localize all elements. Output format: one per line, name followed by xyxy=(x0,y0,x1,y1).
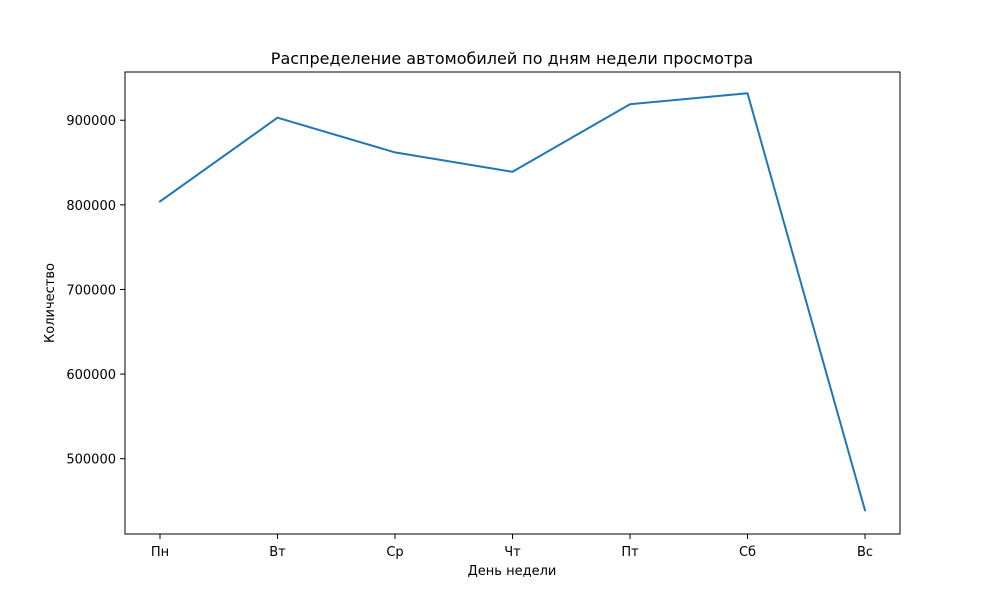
x-tick-label: Вс xyxy=(857,545,873,560)
x-tick-label: Чт xyxy=(504,545,521,560)
x-axis: Пн Вт Ср Чт Пт Сб Вс xyxy=(151,534,873,560)
x-tick-label: Пн xyxy=(151,545,169,560)
y-tick-label: 500000 xyxy=(66,453,116,468)
y-axis: 500000 600000 700000 800000 900000 xyxy=(66,114,125,468)
x-tick-label: Вт xyxy=(269,545,286,560)
x-tick-label: Ср xyxy=(386,545,403,560)
data-point xyxy=(629,103,631,105)
x-tick-label: Сб xyxy=(739,545,756,560)
data-point xyxy=(277,117,279,119)
y-tick-label: 700000 xyxy=(66,283,116,298)
series-layer xyxy=(158,92,867,512)
y-axis-title: Количество xyxy=(43,263,58,343)
data-point xyxy=(394,151,396,153)
y-tick-label: 800000 xyxy=(66,199,116,214)
y-tick-label: 900000 xyxy=(66,114,116,129)
y-tick-label: 600000 xyxy=(66,368,116,383)
data-point xyxy=(864,509,866,511)
data-point xyxy=(747,92,749,94)
x-tick-label: Пт xyxy=(621,545,639,560)
series-line xyxy=(158,92,867,512)
x-axis-title: День недели xyxy=(468,564,557,579)
data-point xyxy=(512,171,514,173)
data-point xyxy=(159,200,161,202)
chart-title: Распределение автомобилей по дням недели… xyxy=(271,49,753,68)
